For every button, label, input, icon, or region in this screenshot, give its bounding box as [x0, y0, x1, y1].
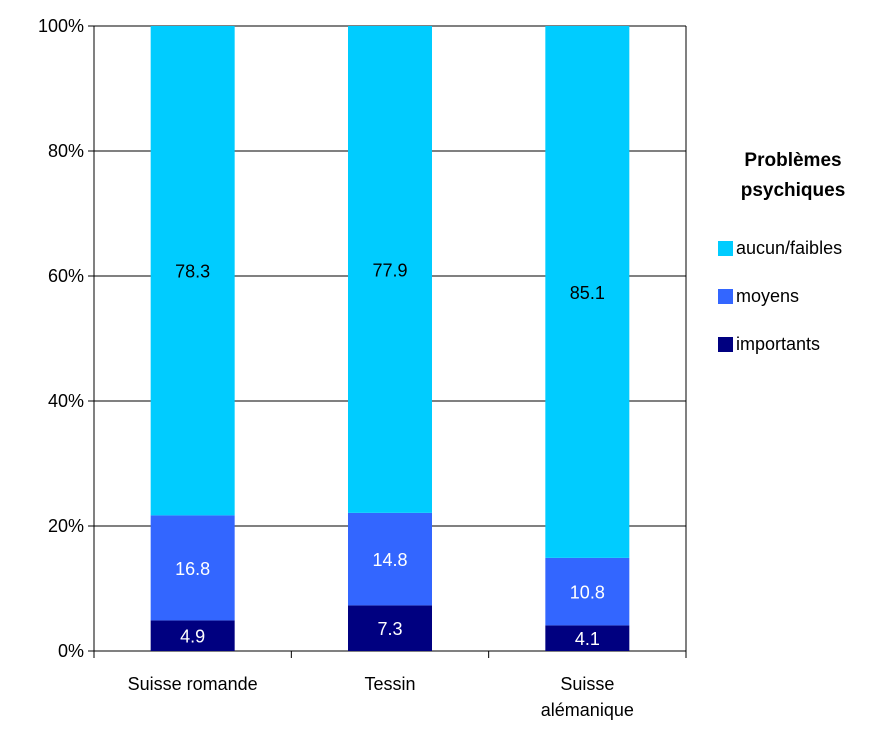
legend-item: moyens — [718, 282, 895, 311]
bar-segment — [545, 625, 630, 651]
data-label: 77.9 — [372, 260, 407, 280]
data-label: 85.1 — [570, 283, 605, 303]
x-tick-label: alémanique — [541, 700, 634, 720]
legend-items: aucun/faibles moyens importants — [718, 234, 895, 359]
bar-segment — [545, 26, 630, 558]
y-tick-label: 80% — [48, 141, 84, 161]
data-label: 16.8 — [175, 559, 210, 579]
x-tick-label: Tessin — [364, 674, 415, 694]
data-label: 7.3 — [377, 619, 402, 639]
legend-title-line: psychiques — [740, 180, 846, 201]
x-tick-label: Suisse — [560, 674, 614, 694]
legend-swatch — [718, 337, 733, 352]
bar-segment — [348, 605, 432, 651]
data-label: 78.3 — [175, 262, 210, 282]
legend-title: Problèmes psychiques — [718, 146, 868, 206]
legend-item: importants — [718, 330, 895, 359]
legend-swatch — [718, 289, 733, 304]
x-tick-label: Suisse romande — [128, 674, 258, 694]
legend-swatch — [718, 241, 733, 256]
bar-segment — [150, 620, 235, 651]
data-label: 4.1 — [575, 629, 600, 649]
bar-segment — [150, 515, 235, 621]
data-label: 10.8 — [570, 583, 605, 603]
legend-label: moyens — [736, 286, 800, 306]
y-tick-label: 0% — [58, 641, 84, 661]
legend-title-line: Problèmes — [744, 150, 842, 171]
y-tick-label: 20% — [48, 516, 84, 536]
legend-label: aucun/faibles — [736, 238, 843, 258]
data-label: 4.9 — [180, 627, 205, 647]
bar-segment — [348, 512, 432, 606]
legend: Problèmes psychiques aucun/faibles moyens… — [718, 146, 895, 359]
bar-segment — [150, 26, 235, 516]
legend-label: importants — [736, 334, 821, 354]
data-label: 14.8 — [372, 550, 407, 570]
y-tick-label: 40% — [48, 391, 84, 411]
y-tick-label: 100% — [38, 16, 84, 36]
bar-segment — [545, 557, 630, 626]
y-tick-label: 60% — [48, 266, 84, 286]
bar-segment — [348, 26, 432, 513]
legend-item: aucun/faibles — [718, 234, 895, 263]
stacked-bar-chart: 0% 20% 40% 60% 80% 100% 4.9 16.8 78.3 Suisse roma… — [38, 16, 687, 720]
